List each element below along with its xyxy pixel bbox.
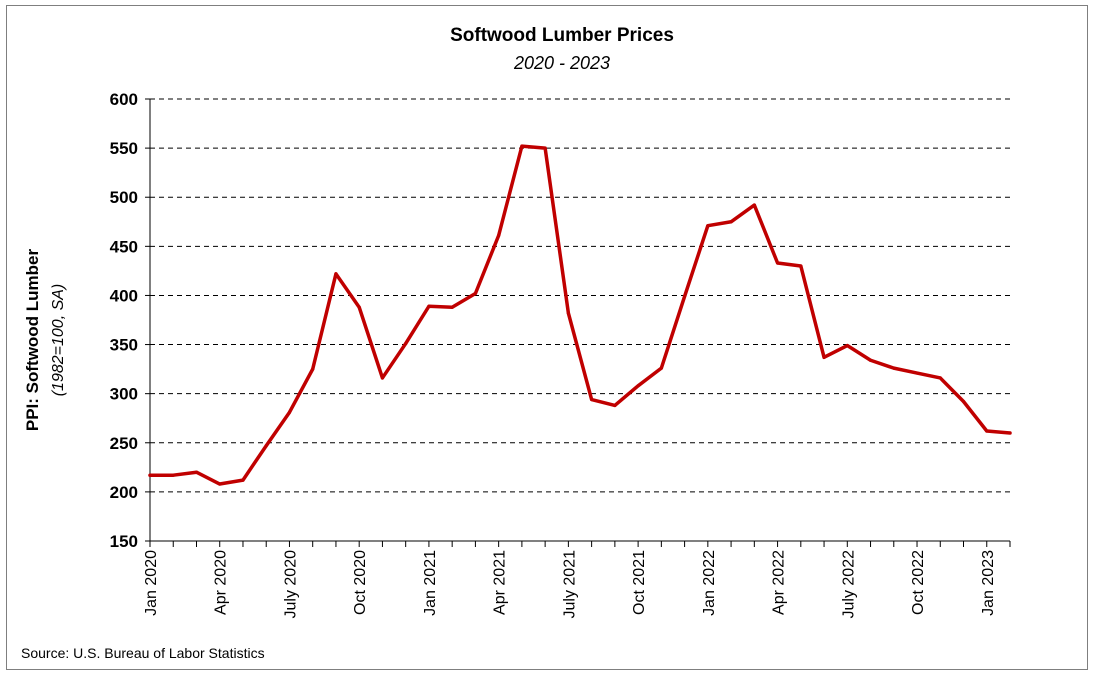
y-axis-note-group: (1982=100, SA) (50, 284, 67, 397)
data-point (218, 482, 222, 486)
line-chart: Softwood Lumber Prices 2020 - 2023 150 20… (21, 25, 1012, 661)
data-point (613, 403, 617, 408)
data-point (287, 410, 292, 414)
x-tick-label: July 2022 (840, 550, 857, 619)
data-point (915, 371, 919, 375)
x-tick-label: Jan 2021 (422, 550, 439, 616)
data-point (752, 203, 756, 207)
data-point (659, 366, 663, 370)
data-point (892, 366, 896, 370)
y-tick-label: 450 (110, 237, 138, 256)
data-point (264, 444, 268, 448)
y-tick-label: 150 (110, 532, 138, 551)
x-tick-label: July 2020 (282, 550, 299, 619)
data-point (985, 429, 989, 433)
x-tick-label: Apr 2021 (492, 550, 509, 615)
data-point (845, 343, 849, 348)
chart-title: Softwood Lumber Prices (450, 25, 674, 46)
data-point (636, 384, 640, 388)
data-point (473, 291, 478, 296)
data-point (148, 473, 152, 477)
y-axis-note: (1982=100, SA) (50, 284, 67, 397)
data-point (427, 304, 431, 308)
x-tick-label: Oct 2020 (352, 550, 369, 615)
data-point (450, 305, 454, 309)
data-point (822, 355, 826, 359)
x-tick-label: Apr 2022 (771, 550, 788, 615)
data-point (311, 367, 315, 371)
series-line (148, 144, 1012, 486)
source-note: Source: U.S. Bureau of Labor Statistics (21, 645, 265, 661)
data-point (938, 376, 942, 380)
data-point (775, 261, 780, 265)
data-point (404, 341, 408, 346)
data-point (729, 220, 733, 224)
data-point (171, 473, 175, 477)
y-tick-label: 600 (110, 90, 138, 109)
data-point (566, 311, 570, 315)
data-point (1008, 431, 1012, 435)
x-tick-label: Jan 2022 (701, 550, 718, 616)
x-tick-labels: Jan 2020 Apr 2020 July 2020 Oct 2020 Jan 202… (143, 550, 997, 619)
y-tick-label: 500 (110, 188, 138, 207)
y-tick-label: 300 (110, 385, 138, 404)
chart-frame: Softwood Lumber Prices 2020 - 2023 150 20… (6, 5, 1088, 670)
x-tick-label: July 2021 (561, 550, 578, 619)
x-tick-label: Apr 2020 (213, 550, 230, 615)
data-point (961, 399, 966, 404)
x-tick-label: Jan 2023 (980, 550, 997, 616)
data-point (194, 470, 199, 474)
y-tick-label: 550 (110, 139, 138, 158)
data-point (357, 305, 361, 309)
data-point (380, 376, 385, 380)
data-point (334, 272, 338, 276)
y-tick-labels: 150 200 250 300 350 400 450 500 550 600 (110, 90, 138, 551)
y-tick-label: 400 (110, 286, 138, 305)
x-tick-label: Jan 2020 (143, 550, 160, 616)
series-layer (148, 144, 1012, 486)
data-point (241, 478, 245, 482)
data-point (682, 294, 687, 299)
y-tick-label: 250 (110, 434, 138, 453)
data-point (543, 146, 547, 150)
grid-layer (150, 98, 1010, 493)
x-tick-label: Oct 2021 (631, 550, 648, 615)
data-point (590, 397, 594, 402)
y-tick-label: 350 (110, 336, 138, 355)
chart-subtitle: 2020 - 2023 (513, 53, 610, 73)
y-tick-label: 200 (110, 483, 138, 502)
data-point (868, 358, 873, 362)
y-axis-title-group: PPI: Softwood Lumber (23, 248, 42, 431)
y-axis-title: PPI: Softwood Lumber (23, 248, 42, 431)
axis-layer (145, 98, 1011, 547)
data-point (706, 224, 710, 228)
data-point (520, 144, 524, 148)
data-point (799, 264, 803, 268)
x-tick-label: Oct 2022 (910, 550, 927, 615)
data-point (497, 233, 501, 238)
